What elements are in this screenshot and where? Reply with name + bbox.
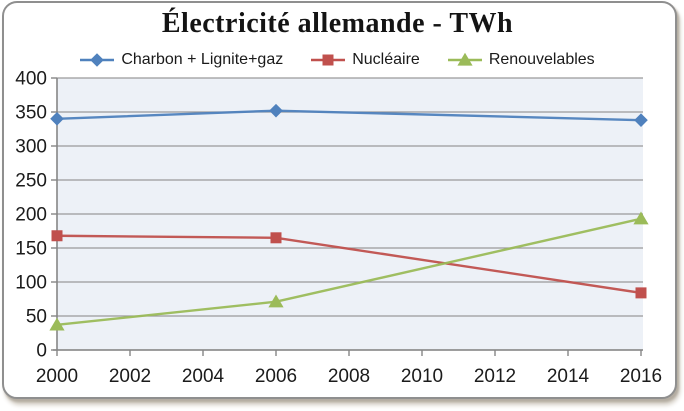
xtick-label-2008: 2008 bbox=[328, 366, 370, 387]
xtick-label-2014: 2014 bbox=[547, 366, 590, 387]
series-0-marker-2000 bbox=[50, 112, 64, 126]
xtick-label-2004: 2004 bbox=[182, 366, 225, 387]
xtick-label-2016: 2016 bbox=[620, 366, 662, 387]
series-2-marker-2006 bbox=[268, 294, 284, 308]
ytick-label-350: 350 bbox=[15, 103, 47, 124]
legend-marker bbox=[90, 53, 105, 67]
chart-plot: 0 50 100 150 200 250 300 350 400 2000 2002 2004 2006… bbox=[15, 70, 662, 387]
legend-label: Renouvelables bbox=[488, 51, 595, 68]
legend-marker bbox=[322, 54, 334, 66]
legend-triangle-icon bbox=[447, 52, 482, 66]
legend: Charbon + Lignite+gaz Nucléaire Renouvelab… bbox=[0, 51, 675, 69]
legend-diamond-icon bbox=[80, 53, 115, 67]
ytick-label-100: 100 bbox=[15, 273, 47, 294]
series-2-marker-2016 bbox=[633, 211, 649, 225]
series-2-marker-2000 bbox=[49, 317, 65, 331]
ytick-label-400: 400 bbox=[15, 70, 47, 90]
series-0-marker-2016 bbox=[634, 113, 648, 127]
xtick-label-2000: 2000 bbox=[36, 366, 78, 387]
xtick-label-2010: 2010 bbox=[401, 366, 443, 387]
series-1-marker-2000 bbox=[51, 230, 63, 242]
chart-title: Électricité allemande - TWh bbox=[161, 8, 514, 39]
series-1-marker-2006 bbox=[270, 232, 282, 244]
series-0-marker-2006 bbox=[269, 103, 283, 118]
legend-marker bbox=[457, 52, 473, 66]
legend-label: Charbon + Lignite+gaz bbox=[121, 51, 284, 68]
xtick-label-2012: 2012 bbox=[474, 366, 516, 387]
legend-item-0: Charbon + Lignite+gaz bbox=[80, 51, 283, 69]
legend-item-1: Nucléaire bbox=[311, 51, 420, 69]
ytick-label-150: 150 bbox=[15, 239, 47, 260]
ytick-label-300: 300 bbox=[15, 137, 47, 158]
ytick-label-200: 200 bbox=[15, 205, 47, 226]
legend-label: Nucléaire bbox=[352, 51, 420, 68]
series-1-marker-2016 bbox=[635, 287, 647, 299]
ytick-label-0: 0 bbox=[36, 341, 47, 362]
ytick-label-250: 250 bbox=[15, 171, 47, 192]
xtick-label-2006: 2006 bbox=[255, 366, 297, 387]
xtick-label-2002: 2002 bbox=[109, 366, 151, 387]
legend-item-2: Renouvelables bbox=[447, 51, 595, 69]
ytick-label-50: 50 bbox=[26, 307, 47, 328]
legend-square-icon bbox=[311, 54, 346, 66]
